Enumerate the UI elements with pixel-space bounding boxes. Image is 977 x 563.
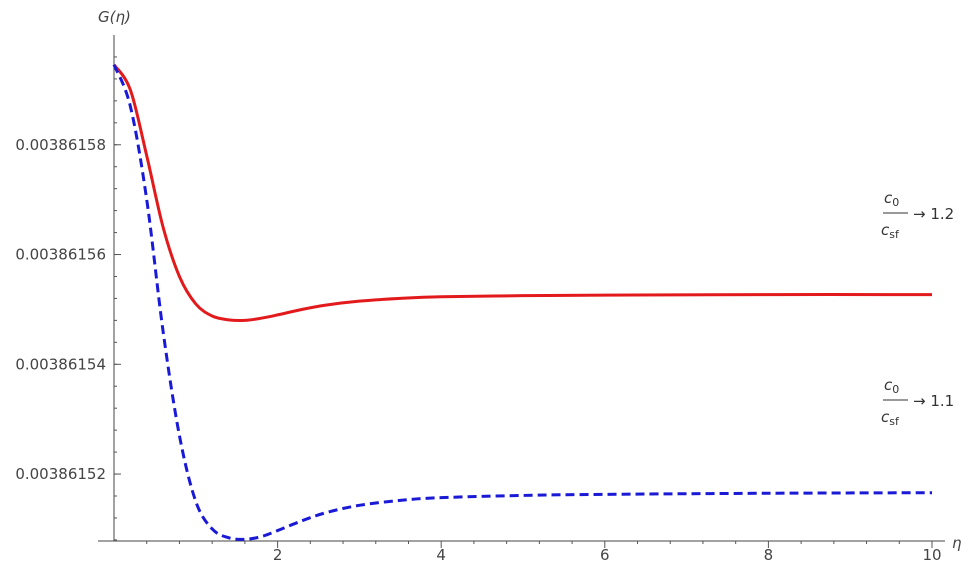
x-tick-label: 8 bbox=[764, 546, 774, 563]
series-layer bbox=[112, 63, 933, 541]
x-ticks: 2 4 6 8 10 bbox=[146, 541, 942, 563]
x-tick-label: 6 bbox=[600, 546, 610, 563]
series-label-1: c0 csf → 1.2 bbox=[881, 189, 954, 241]
series-label-2-value: → 1.1 bbox=[913, 392, 954, 410]
x-tick-label: 4 bbox=[436, 546, 446, 563]
series-label-1-denominator: csf bbox=[881, 221, 900, 241]
x-axis-title: η bbox=[952, 534, 962, 552]
y-tick-label: 0.00386156 bbox=[15, 246, 106, 264]
series-line-2 bbox=[112, 64, 933, 541]
x-tick-label: 2 bbox=[273, 546, 283, 563]
y-ticks: 0.00386152 0.00386154 0.00386156 0.00386158 bbox=[15, 56, 121, 541]
y-tick-label: 0.00386154 bbox=[15, 355, 106, 373]
y-axis-title: G(η) bbox=[98, 8, 131, 26]
series-label-1-numerator: c0 bbox=[884, 189, 899, 209]
series-label-2-denominator: csf bbox=[881, 408, 900, 428]
series-label-2-numerator: c0 bbox=[884, 376, 899, 396]
y-tick-label: 0.00386158 bbox=[15, 136, 106, 154]
series-line-1 bbox=[112, 63, 933, 323]
y-tick-label: 0.00386152 bbox=[15, 465, 106, 483]
series-label-1-value: → 1.2 bbox=[913, 205, 954, 223]
x-tick-label: 10 bbox=[922, 546, 941, 563]
series-label-2: c0 csf → 1.1 bbox=[881, 376, 954, 428]
